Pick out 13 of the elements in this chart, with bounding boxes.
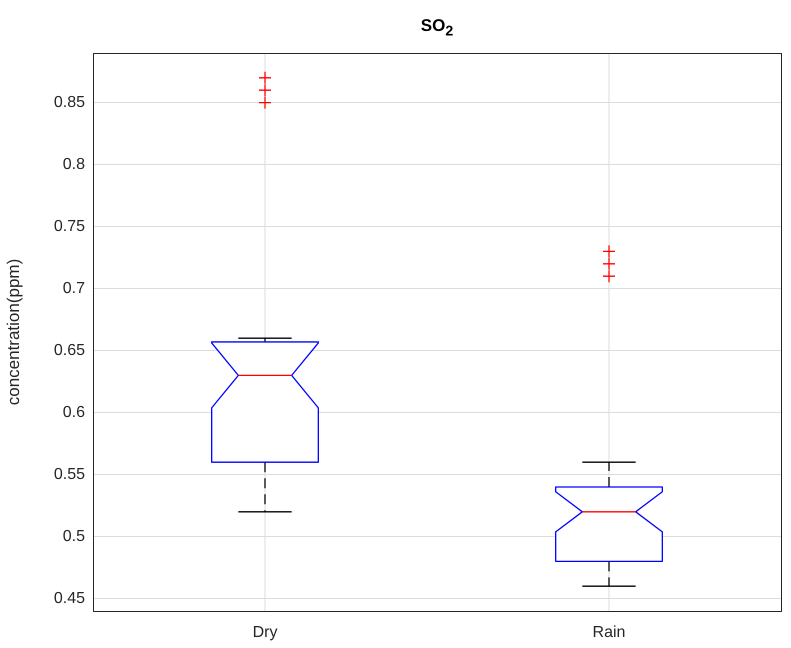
y-tick-label: 0.55 [54, 466, 86, 484]
y-tick-label: 0.8 [62, 156, 86, 174]
y-tick-label: 0.6 [62, 404, 86, 422]
y-axis-title: concentration(ppm) [4, 258, 23, 406]
y-tick-label: 0.85 [54, 94, 86, 112]
y-tick-label: 0.5 [62, 528, 86, 546]
y-tick-label: 0.65 [54, 342, 86, 360]
chart-title: SO$_{2}$ [420, 16, 454, 40]
y-tick-label: 0.75 [54, 218, 86, 236]
y-tick-label: 0.7 [62, 280, 86, 298]
y-tick-label: 0.45 [54, 590, 86, 608]
x-tick-label: Dry [252, 624, 278, 642]
x-tick-label: Rain [592, 624, 626, 642]
